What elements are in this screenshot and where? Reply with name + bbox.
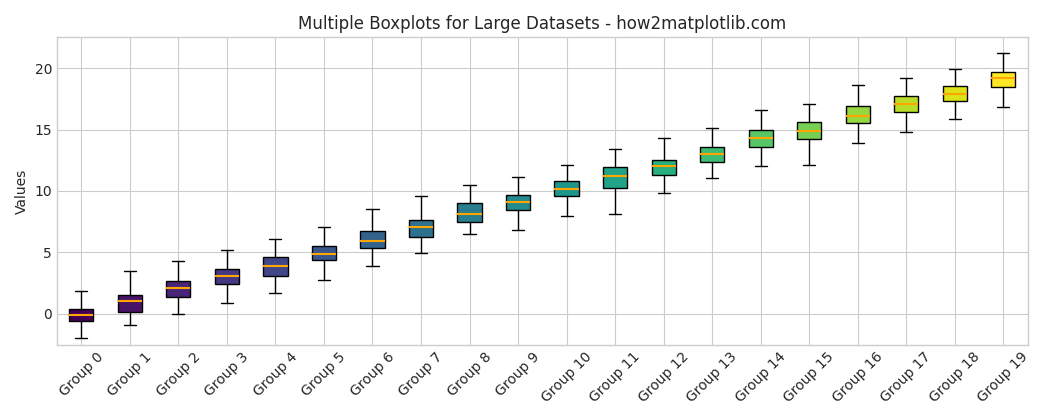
- PathPatch shape: [166, 281, 190, 297]
- PathPatch shape: [69, 309, 93, 321]
- PathPatch shape: [215, 269, 239, 284]
- Y-axis label: Values: Values: [15, 168, 29, 214]
- PathPatch shape: [554, 181, 579, 196]
- PathPatch shape: [749, 130, 773, 147]
- PathPatch shape: [360, 231, 384, 248]
- PathPatch shape: [408, 220, 434, 236]
- Title: Multiple Boxplots for Large Datasets - how2matplotlib.com: Multiple Boxplots for Large Datasets - h…: [298, 15, 786, 33]
- PathPatch shape: [943, 86, 967, 101]
- PathPatch shape: [797, 122, 821, 139]
- PathPatch shape: [895, 96, 919, 112]
- PathPatch shape: [991, 72, 1015, 87]
- PathPatch shape: [651, 160, 676, 175]
- PathPatch shape: [312, 246, 336, 260]
- PathPatch shape: [118, 295, 142, 312]
- PathPatch shape: [264, 257, 288, 276]
- PathPatch shape: [700, 147, 724, 162]
- PathPatch shape: [603, 167, 627, 188]
- PathPatch shape: [845, 107, 869, 123]
- PathPatch shape: [458, 203, 482, 222]
- PathPatch shape: [506, 195, 530, 210]
